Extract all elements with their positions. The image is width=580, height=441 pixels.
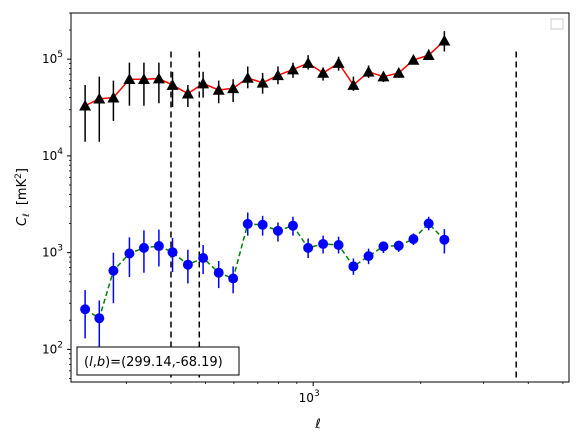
series-1-triangle-marker [123, 73, 136, 85]
series-1-triangle-marker [79, 99, 92, 111]
series-1-triangle-marker [422, 49, 435, 60]
y-tick-label: 103 [42, 244, 63, 260]
axis-ticks: 102 103 104 105 103 [42, 12, 564, 405]
series-1-triangle-marker [407, 54, 420, 65]
y-tick-label: 105 [42, 50, 63, 66]
series-1-triangle-marker [302, 57, 315, 68]
series-1-triangle-marker [362, 65, 375, 77]
axes-frame [70, 12, 570, 383]
y-axis-label: Cℓ [mK2] [14, 168, 32, 226]
series-1-triangle-marker [256, 76, 269, 88]
series-2-circle-marker [439, 234, 450, 245]
series-1-triangle-marker [241, 71, 254, 83]
y-tick-label: 102 [42, 340, 63, 356]
series-2-circle-marker [272, 225, 283, 236]
series-2-circle-marker [393, 240, 404, 251]
y-axis-label-symbol: C [15, 216, 30, 226]
series-2-circle-marker [333, 239, 344, 250]
series-2-circle-marker [198, 253, 209, 264]
plot-area [79, 31, 517, 382]
series-2-circle-marker [242, 218, 253, 229]
series-2-circle-marker [423, 218, 434, 229]
series-1-triangle-marker [181, 87, 194, 99]
series-2-circle-marker [213, 267, 224, 278]
series-2-circle-marker [303, 242, 314, 253]
series-2-circle-marker [80, 304, 91, 315]
series-1-triangle-marker [227, 82, 240, 94]
series-2-circle-marker [363, 251, 374, 262]
series-1-triangle-marker [377, 70, 390, 82]
annotation-box: (l,b)=(299.14,-68.19) [76, 346, 240, 376]
y-axis-label-unit-close: ] [15, 168, 30, 173]
series-1-triangle-marker [152, 72, 165, 84]
y-axis-label-unit: [mK [15, 178, 30, 205]
y-axis-label-unit-power: 2 [14, 173, 24, 179]
series-2-circle-marker [348, 261, 359, 272]
y-axis-label-subscript: ℓ [22, 213, 32, 218]
annotation-values: )=(299.14,-68.19) [105, 355, 223, 370]
series-2-circle-marker [124, 248, 135, 259]
series-1-triangle-marker [392, 66, 405, 78]
series-1-triangle-marker [438, 34, 451, 46]
series-2-circle-marker [408, 234, 419, 245]
series-2-circle-marker [108, 265, 119, 276]
annotation-text: (l,b)=(299.14,-68.19) [84, 355, 223, 370]
legend-box [550, 18, 564, 30]
annotation-b: b [97, 355, 105, 370]
series-1-triangle-marker [197, 77, 210, 89]
x-tick-label: 103 [299, 389, 320, 405]
series-1-triangle-marker [317, 66, 330, 78]
series-1-triangle-marker [107, 91, 120, 103]
series-2-circle-marker [318, 238, 329, 249]
series-2-circle-marker [257, 219, 268, 230]
series-2-circle-marker [153, 241, 164, 252]
series-1-triangle-marker [271, 69, 284, 81]
series-1-triangle-marker [166, 79, 179, 90]
series-1-triangle-marker [212, 83, 225, 95]
series-2-circle-marker [138, 242, 149, 253]
series-2-circle-marker [378, 241, 389, 252]
series-2-circle-marker [228, 273, 239, 284]
y-tick-label: 104 [42, 147, 63, 163]
series-2-circle-marker [167, 247, 178, 258]
annotation-open: ( [84, 355, 89, 370]
series-1-triangle-marker [286, 63, 299, 75]
series-1-triangle-marker [347, 79, 360, 90]
annotation-frame [76, 346, 240, 376]
series-1-triangle-marker [332, 57, 345, 68]
annotation-comma: , [93, 355, 97, 370]
series-1-triangle-marker [93, 92, 106, 104]
series-2-circle-marker [182, 259, 193, 270]
series-2-circle-marker [287, 220, 298, 231]
series-1-triangle-marker [137, 73, 150, 85]
series-2-circle-marker [94, 313, 105, 324]
annotation-l: l [89, 355, 93, 370]
x-axis-label: ℓ [314, 417, 320, 432]
